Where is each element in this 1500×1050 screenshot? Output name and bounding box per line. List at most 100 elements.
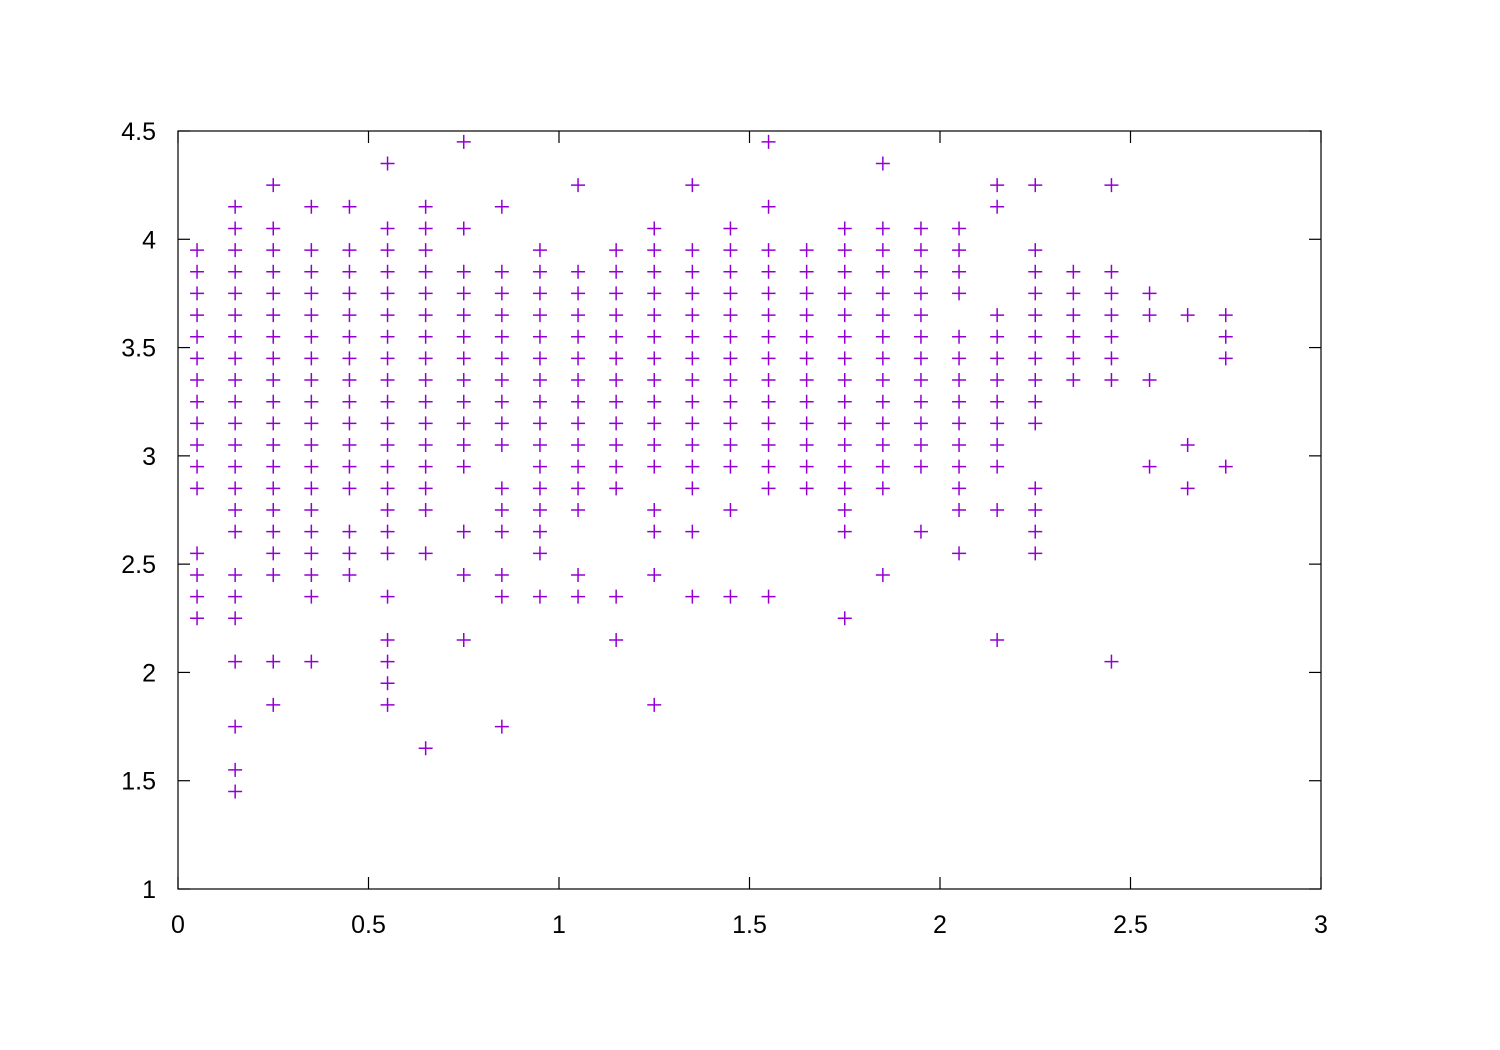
point [1028, 264, 1043, 279]
point [609, 308, 624, 323]
point [1104, 329, 1119, 344]
point [571, 286, 586, 301]
point [342, 394, 357, 409]
point [685, 351, 700, 366]
point [418, 308, 433, 323]
point [647, 524, 662, 539]
point [799, 308, 814, 323]
point [342, 243, 357, 258]
point [266, 503, 281, 517]
point [837, 394, 852, 409]
point [190, 243, 205, 258]
point [304, 459, 319, 474]
point [266, 438, 281, 453]
point [190, 373, 205, 388]
point [304, 373, 319, 388]
point [266, 264, 281, 279]
y-tick-label: 3 [142, 443, 156, 471]
point [761, 134, 776, 149]
point [913, 351, 928, 366]
point [304, 503, 319, 517]
point [647, 308, 662, 323]
point [380, 459, 395, 474]
point [799, 286, 814, 301]
point [837, 459, 852, 474]
point [380, 481, 395, 496]
point [456, 221, 471, 236]
y-tick-label: 4.5 [121, 118, 156, 146]
point [342, 567, 357, 582]
point [1142, 459, 1157, 474]
point [571, 438, 586, 453]
point [799, 243, 814, 258]
point [266, 178, 281, 193]
point [532, 503, 547, 517]
point [837, 264, 852, 279]
point [456, 416, 471, 431]
point [418, 459, 433, 474]
point [494, 351, 509, 366]
point [532, 546, 547, 561]
point [647, 567, 662, 582]
point [1104, 373, 1119, 388]
point [494, 373, 509, 388]
point [913, 524, 928, 539]
point [837, 243, 852, 258]
point [990, 416, 1005, 431]
point [723, 243, 738, 258]
point [1028, 373, 1043, 388]
point [228, 784, 243, 799]
point [647, 416, 662, 431]
point [190, 481, 205, 496]
y-tick-label: 2.5 [121, 551, 156, 579]
point [723, 351, 738, 366]
point [837, 524, 852, 539]
point [266, 416, 281, 431]
point [723, 329, 738, 344]
point [952, 481, 967, 496]
point [952, 286, 967, 301]
point [571, 567, 586, 582]
point [761, 459, 776, 474]
point [685, 243, 700, 258]
point [875, 329, 890, 344]
point [456, 264, 471, 279]
point [609, 264, 624, 279]
point [685, 394, 700, 409]
point [1028, 329, 1043, 344]
point [609, 351, 624, 366]
point [875, 567, 890, 582]
point [266, 524, 281, 539]
point [723, 503, 738, 517]
point [875, 351, 890, 366]
point [418, 243, 433, 258]
point [494, 524, 509, 539]
point [380, 351, 395, 366]
point [685, 264, 700, 279]
point [380, 394, 395, 409]
point [342, 438, 357, 453]
point [532, 394, 547, 409]
point [913, 438, 928, 453]
point [875, 221, 890, 236]
point [1142, 308, 1157, 323]
point [342, 286, 357, 301]
point [875, 459, 890, 474]
point [647, 503, 662, 517]
point [228, 329, 243, 344]
point [228, 243, 243, 258]
point [723, 286, 738, 301]
point [685, 589, 700, 604]
point [228, 286, 243, 301]
point [1028, 546, 1043, 561]
point [1218, 459, 1233, 474]
point [609, 373, 624, 388]
point [532, 524, 547, 539]
point [761, 264, 776, 279]
point [418, 351, 433, 366]
point [342, 199, 357, 214]
point [723, 373, 738, 388]
point [380, 221, 395, 236]
point [342, 546, 357, 561]
